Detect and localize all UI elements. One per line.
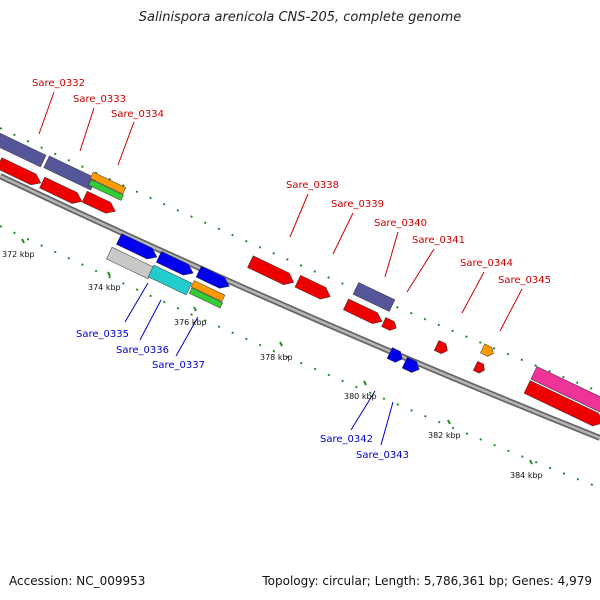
- backbone: [0, 173, 600, 441]
- sare-0332-label: Sare_0332: [32, 78, 85, 89]
- sare-0335-gene-arrow: [116, 233, 158, 260]
- sare-0342-connector: [350, 390, 376, 431]
- sare-0342-label: Sare_0342: [320, 434, 373, 445]
- kbp-tick-label: 384 kbp: [510, 471, 543, 480]
- kbp-tick-mark: [21, 238, 25, 244]
- sare-0342-gene-arrow: [386, 347, 403, 363]
- sare-0341-label: Sare_0341: [412, 235, 465, 246]
- sare-0335-label: Sare_0335: [76, 329, 129, 340]
- sare-0336-connector: [139, 299, 162, 341]
- sare-0337-gene-arrow: [190, 280, 226, 302]
- sare-0344-connector: [461, 271, 485, 314]
- sare-0336-gene-arrow: [155, 251, 194, 276]
- sare-0339-connector: [332, 212, 354, 255]
- sare-0336-label: Sare_0336: [116, 345, 169, 356]
- sare-0337-gene-arrow: [195, 265, 230, 289]
- sare-0333-gene-arrow: [43, 155, 97, 191]
- sare-0340-gene-arrow: [343, 298, 383, 324]
- sare-0338-gene-arrow: [247, 255, 295, 286]
- sare-0344-gene-arrow: [433, 340, 448, 355]
- sare-0334-gene-arrow: [81, 190, 116, 214]
- kbp-tick-mark: [447, 419, 451, 425]
- sare-0345-gene-arrow: [523, 380, 600, 427]
- label-connectors: [38, 91, 523, 446]
- accession-text: Accession: NC_009953: [9, 574, 146, 588]
- sare-0341-connector: [406, 248, 435, 293]
- sare-0343-gene-arrow: [401, 356, 420, 373]
- sare-0337-label: Sare_0337: [152, 360, 205, 371]
- sare-0341-gene-arrow: [381, 317, 397, 331]
- kbp-tick-label: 372 kbp: [2, 250, 35, 259]
- sare-0338-label: Sare_0338: [286, 180, 339, 191]
- sare-0332-connector: [38, 91, 55, 135]
- sare-0339-label: Sare_0339: [331, 199, 384, 210]
- sare-0337-gene-arrow: [189, 287, 223, 309]
- sare-0334-label: Sare_0334: [111, 109, 164, 120]
- sare-0345-connector: [499, 288, 523, 332]
- sare-0334-gene-arrow: [89, 171, 127, 195]
- sare-0335-gene-arrow: [106, 246, 154, 280]
- sare-0332-gene-arrow: [0, 157, 42, 186]
- sare-0340-connector: [384, 231, 399, 278]
- sare-0340-label: Sare_0340: [374, 218, 427, 229]
- sare-0337-connector: [175, 316, 199, 357]
- sare-0345-gene-arrow: [530, 366, 600, 414]
- sare-0334-gene-arrow: [88, 179, 124, 201]
- sare-0335-connector: [124, 282, 149, 323]
- sare-0338-connector: [289, 193, 309, 238]
- kbp-tick-label: 380 kbp: [344, 392, 377, 401]
- sare-0332-gene-arrow: [0, 130, 47, 168]
- sare-0343-connector: [380, 401, 394, 446]
- sare-0344-gene-arrow: [480, 343, 494, 357]
- sare-0333-label: Sare_0333: [73, 94, 126, 105]
- sare-0334-connector: [117, 121, 135, 166]
- kbp-tick-label: 382 kbp: [428, 431, 461, 440]
- sare-0336-gene-arrow: [147, 264, 193, 296]
- kbp-tick-mark: [107, 271, 111, 277]
- map-title: Salinispora arenicola CNS-205, complete …: [138, 10, 462, 25]
- sare-0344-label: Sare_0344: [460, 258, 513, 269]
- sare-0333-gene-arrow: [39, 176, 83, 204]
- topology-stats-text: Topology: circular; Length: 5,786,361 bp…: [262, 574, 592, 588]
- sare-0345-gene-arrow: [473, 361, 485, 374]
- sare-0340-gene-arrow: [352, 282, 396, 312]
- sare-0333-connector: [79, 107, 95, 152]
- kbp-tick-mark: [279, 341, 283, 347]
- sare-0345-label: Sare_0345: [498, 275, 551, 286]
- kbp-tick-mark: [363, 380, 367, 386]
- sare-0339-gene-arrow: [294, 275, 331, 300]
- kbp-tick-label: 376 kbp: [174, 318, 207, 327]
- kbp-tick-label: 378 kbp: [260, 353, 293, 362]
- kbp-tick-label: 374 kbp: [88, 283, 121, 292]
- sare-0343-label: Sare_0343: [356, 450, 409, 461]
- kbp-tick-mark: [529, 459, 533, 465]
- kbp-tick-mark: [193, 306, 197, 312]
